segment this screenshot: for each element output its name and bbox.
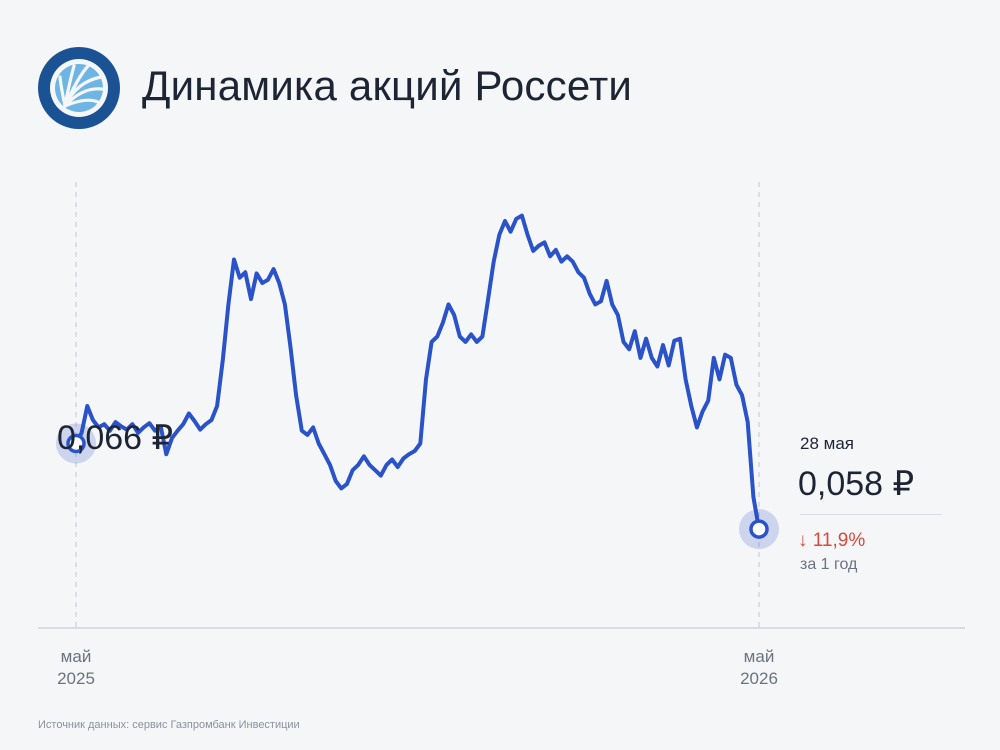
data-source-note: Источник данных: сервис Газпромбанк Инве… [38,719,300,731]
start-value-label: 0,066 ₽ [57,419,174,457]
end-date-label: 28 мая [800,434,854,453]
start-point [66,433,86,454]
change-label: ↓ 11,9% [798,530,866,551]
x-tick-year: 2026 [740,669,778,688]
series-line [74,213,761,532]
end-point [749,519,769,539]
x-tick-month: май [743,647,775,666]
x-tick-end: май 2026 [719,646,799,690]
end-value-label: 0,058 ₽ [798,465,915,503]
change-period-label: за 1 год [800,556,858,573]
x-tick-start: май 2025 [36,646,116,690]
end-value-divider [800,514,942,515]
x-tick-month: май [60,647,92,666]
rosseti-logo-icon [38,47,120,129]
page-title: Динамика акций Россети [142,62,633,109]
x-tick-year: 2025 [57,669,95,688]
